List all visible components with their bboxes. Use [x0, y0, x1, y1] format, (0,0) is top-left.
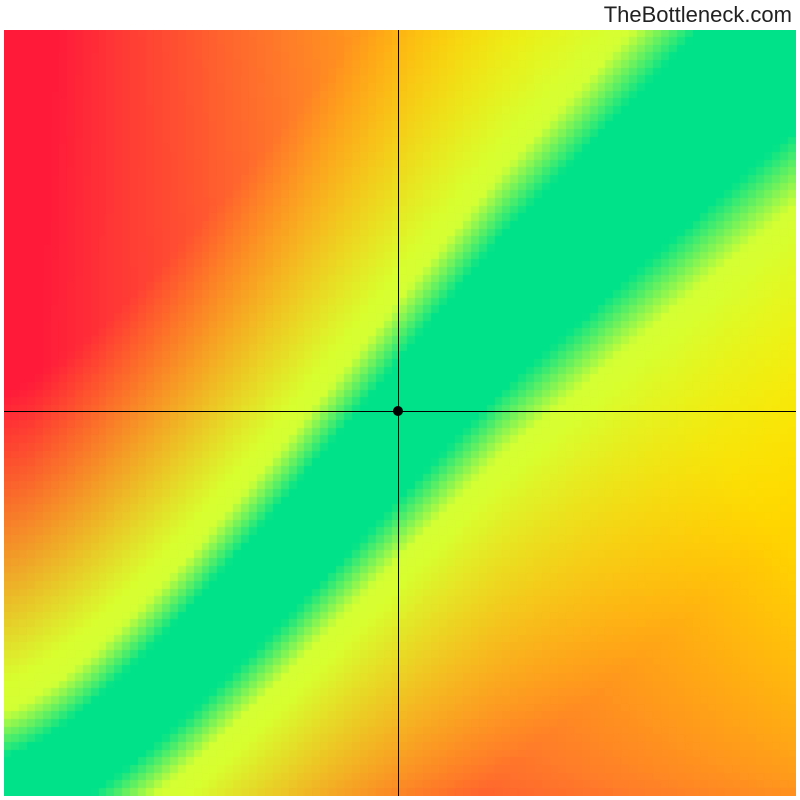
- watermark-text: TheBottleneck.com: [604, 2, 792, 28]
- heatmap-chart: [4, 30, 796, 796]
- crosshair-marker: [393, 406, 403, 416]
